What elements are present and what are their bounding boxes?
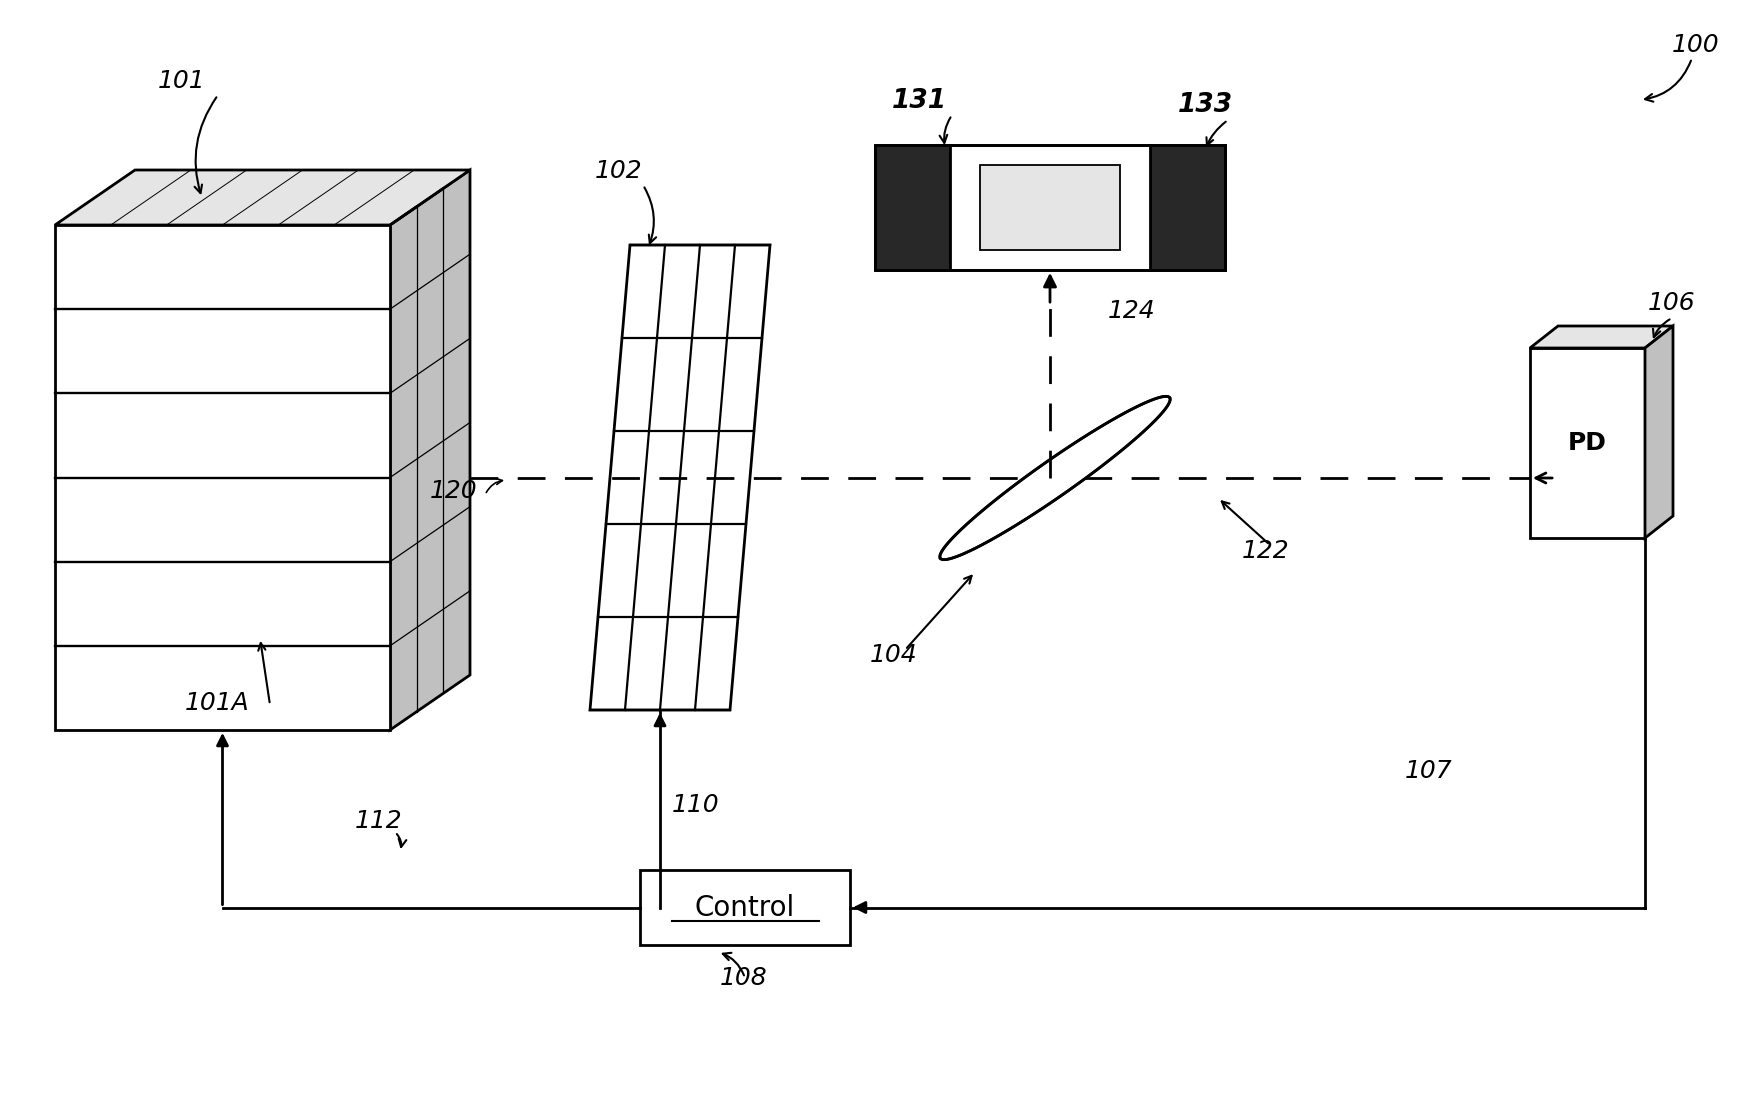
Text: PD: PD [1568, 431, 1607, 455]
Text: 100: 100 [1671, 33, 1720, 58]
Text: 101: 101 [158, 69, 205, 93]
Polygon shape [590, 246, 769, 710]
Bar [874, 145, 1225, 270]
Text: Control: Control [696, 894, 795, 921]
Text: 133: 133 [1177, 92, 1233, 118]
Bar [639, 870, 850, 945]
Bar [54, 225, 391, 730]
Text: 104: 104 [871, 643, 918, 667]
Polygon shape [939, 396, 1170, 560]
Polygon shape [1645, 326, 1673, 538]
Bar [1529, 348, 1645, 538]
Polygon shape [391, 170, 470, 730]
Text: 131: 131 [892, 88, 948, 114]
Text: 124: 124 [1107, 299, 1156, 323]
Text: 122: 122 [1242, 539, 1289, 563]
Bar [1149, 145, 1225, 270]
Polygon shape [1529, 326, 1673, 348]
Polygon shape [54, 170, 470, 225]
Bar [874, 145, 950, 270]
Text: 110: 110 [673, 793, 720, 817]
Text: 107: 107 [1405, 759, 1452, 783]
Text: 106: 106 [1649, 291, 1696, 315]
Text: 101A: 101A [186, 691, 251, 714]
Bar [979, 165, 1120, 250]
Text: 102: 102 [596, 159, 643, 182]
Text: 108: 108 [720, 966, 767, 990]
Text: 120: 120 [429, 479, 478, 503]
Text: 112: 112 [356, 808, 403, 833]
Bar [950, 145, 1149, 270]
